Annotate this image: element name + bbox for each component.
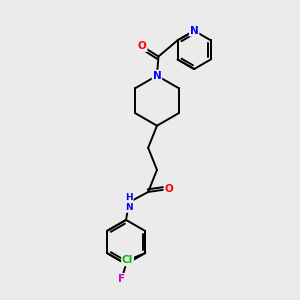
Text: O: O (138, 41, 147, 51)
Text: F: F (118, 274, 125, 284)
Text: H
N: H N (125, 193, 133, 212)
Text: O: O (164, 184, 173, 194)
Text: Cl: Cl (122, 255, 133, 266)
Text: N: N (153, 71, 161, 81)
Text: N: N (190, 26, 199, 36)
